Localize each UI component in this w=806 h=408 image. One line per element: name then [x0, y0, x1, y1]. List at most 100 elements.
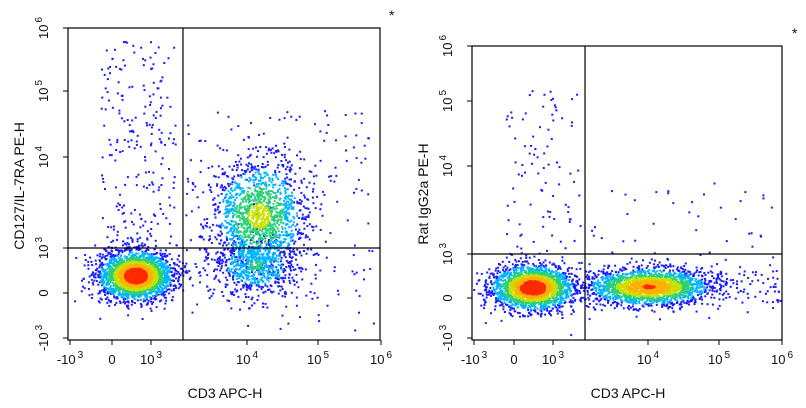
event-dot	[221, 291, 224, 293]
event-dot	[230, 307, 233, 310]
event-dot	[143, 89, 146, 92]
event-dot	[130, 293, 133, 296]
event-dot	[295, 119, 298, 121]
event-dot	[264, 196, 267, 199]
event-dot	[112, 273, 114, 275]
event-dot	[236, 281, 239, 284]
event-dot	[237, 295, 240, 298]
event-dot	[256, 224, 259, 227]
event-dot	[288, 262, 291, 265]
event-dot	[112, 278, 115, 281]
event-dot	[149, 277, 152, 280]
event-dot	[128, 291, 131, 294]
event-dot	[264, 256, 267, 259]
event-dot	[209, 238, 211, 240]
event-dot	[265, 225, 268, 228]
event-dot	[133, 297, 136, 300]
event-dot	[252, 277, 255, 280]
event-dot	[173, 46, 176, 49]
event-dot	[113, 295, 116, 298]
event-dot	[274, 274, 277, 276]
event-dot	[355, 157, 358, 160]
event-dot	[303, 158, 306, 161]
event-dot	[286, 212, 289, 215]
event-dot	[227, 210, 230, 213]
event-dot	[300, 254, 303, 257]
event-dot	[240, 197, 243, 200]
event-dot	[277, 260, 280, 263]
event-dot	[200, 159, 203, 162]
event-dot	[159, 249, 162, 252]
event-dot	[150, 300, 153, 303]
event-dot	[259, 233, 262, 236]
event-dot	[159, 252, 162, 255]
event-dot	[201, 225, 204, 228]
event-dot	[124, 40, 127, 43]
event-dot	[115, 289, 118, 292]
event-dot	[227, 199, 229, 202]
event-dot	[108, 260, 111, 263]
event-dot	[353, 191, 355, 194]
event-dot	[168, 196, 171, 199]
event-dot	[240, 176, 243, 179]
event-dot	[213, 277, 216, 280]
event-dot	[272, 183, 275, 186]
event-dot	[267, 238, 270, 241]
event-dot	[265, 146, 268, 149]
event-dot	[283, 250, 285, 253]
event-dot	[150, 292, 153, 295]
event-dot	[226, 239, 228, 241]
event-dot	[273, 215, 276, 218]
event-dot	[208, 183, 211, 186]
event-dot	[245, 274, 248, 276]
event-dot	[280, 285, 283, 288]
event-dot	[257, 170, 260, 173]
event-dot	[371, 250, 374, 253]
event-dot	[262, 252, 265, 255]
event-dot	[258, 134, 261, 136]
event-dot	[258, 222, 261, 225]
event-dot	[102, 278, 105, 281]
event-dot	[235, 234, 238, 237]
event-dot	[222, 260, 225, 263]
event-dot	[242, 276, 245, 279]
event-dot	[112, 284, 115, 286]
event-dot	[286, 111, 289, 114]
event-dot	[326, 304, 329, 307]
event-dot	[308, 223, 311, 226]
event-dot	[177, 280, 180, 283]
event-dot	[100, 274, 102, 277]
event-dot	[144, 291, 147, 294]
event-dot	[155, 264, 158, 267]
event-dot	[242, 256, 245, 259]
event-dot	[218, 280, 221, 283]
event-dot	[239, 234, 242, 237]
event-dot	[158, 300, 161, 303]
event-dot	[148, 257, 151, 260]
event-dot	[267, 205, 269, 208]
event-dot	[266, 257, 269, 260]
event-dot	[259, 257, 262, 260]
event-dot	[188, 278, 191, 281]
event-dot	[244, 262, 247, 265]
event-dot	[276, 277, 279, 280]
event-dot	[251, 213, 254, 216]
event-dot	[262, 132, 265, 135]
event-dot	[127, 273, 130, 276]
event-dot	[166, 96, 169, 99]
event-dot	[304, 196, 306, 199]
event-dot	[275, 210, 278, 213]
event-dot	[274, 196, 277, 199]
event-dot	[355, 289, 358, 292]
event-dot	[273, 227, 275, 230]
event-dot	[105, 258, 108, 260]
event-dot	[179, 274, 182, 277]
event-dot	[150, 269, 153, 272]
event-dot	[304, 268, 307, 271]
event-dot	[289, 237, 292, 240]
event-dot	[218, 242, 221, 245]
event-dot	[270, 190, 273, 193]
event-dot	[250, 192, 253, 195]
event-dot	[271, 266, 274, 269]
event-dot	[230, 187, 233, 190]
